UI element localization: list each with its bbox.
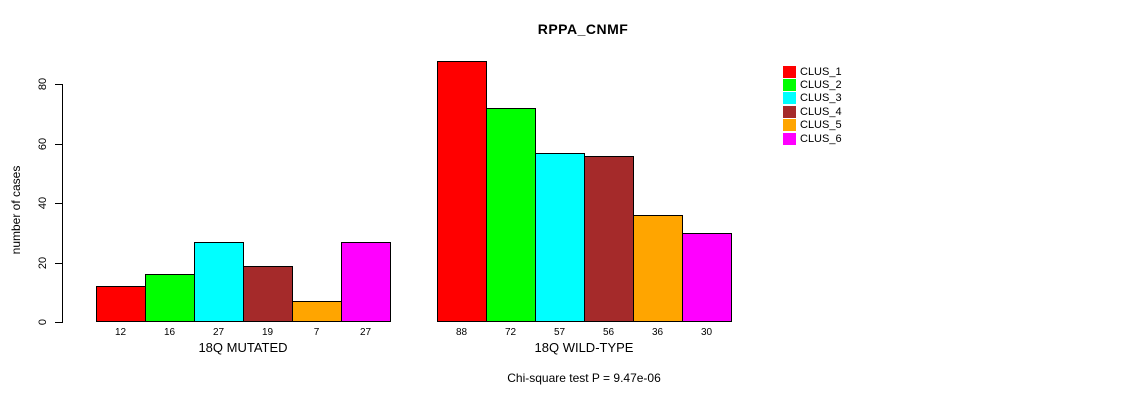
bar (145, 274, 195, 322)
chi-square-annotation: Chi-square test P = 9.47e-06 (507, 371, 661, 385)
legend-swatch (783, 92, 796, 105)
legend-row: CLUS_4 (783, 105, 842, 118)
legend-swatch (783, 105, 796, 118)
bar (633, 215, 683, 322)
bar-value-label: 88 (455, 327, 468, 338)
legend-label: CLUS_2 (800, 79, 842, 92)
legend-row: CLUS_1 (783, 65, 842, 78)
bar (292, 301, 342, 322)
y-axis-tick (55, 322, 62, 323)
legend-row: CLUS_3 (783, 92, 842, 105)
y-axis-line (62, 84, 63, 323)
legend-label: CLUS_3 (800, 92, 842, 105)
legend-label: CLUS_5 (800, 119, 842, 132)
bar-value-label: 27 (359, 327, 372, 338)
bar-value-label: 72 (504, 327, 517, 338)
y-axis-tick (55, 203, 62, 205)
bar (486, 108, 536, 322)
chart-title: RPPA_CNMF (537, 21, 629, 37)
bar (682, 233, 732, 322)
bar-value-label: 30 (700, 327, 713, 338)
y-axis-tick-label: 60 (37, 137, 49, 150)
y-axis-tick-label: 80 (37, 78, 49, 91)
bar-value-label: 7 (313, 327, 320, 338)
y-axis-label: number of cases (9, 165, 23, 255)
legend-label: CLUS_1 (800, 65, 842, 78)
legend-swatch (783, 132, 796, 145)
bar-value-label: 36 (651, 327, 664, 338)
bar-value-label: 16 (163, 327, 176, 338)
bar (341, 242, 391, 322)
legend-row: CLUS_6 (783, 132, 842, 145)
bar-value-label: 57 (553, 327, 566, 338)
bar-value-label: 19 (261, 327, 274, 338)
group-label: 18Q MUTATED (198, 340, 288, 355)
group-label: 18Q WILD-TYPE (534, 340, 634, 355)
y-axis-tick (55, 143, 62, 145)
bar-value-label: 27 (212, 327, 225, 338)
bar (96, 286, 146, 322)
bar (243, 266, 293, 322)
y-axis-tick (55, 84, 62, 86)
y-axis-tick-label: 20 (37, 256, 49, 269)
y-axis-tick-label: 40 (37, 197, 49, 210)
legend-swatch (783, 119, 796, 132)
y-axis-tick-label: 0 (37, 318, 49, 326)
legend-row: CLUS_2 (783, 78, 842, 92)
legend: CLUS_1 CLUS_2 CLUS_3 CLUS_4 CLUS_5 CLUS_6 (783, 65, 842, 145)
legend-label: CLUS_6 (800, 132, 842, 145)
legend-swatch (783, 65, 796, 78)
y-axis-tick (55, 262, 62, 264)
bar (437, 61, 487, 322)
bar-value-label: 56 (602, 327, 615, 338)
bar-value-label: 12 (114, 327, 127, 338)
bar (584, 156, 634, 322)
bar (194, 242, 244, 322)
bar (535, 153, 585, 322)
legend-swatch (783, 79, 796, 92)
legend-label: CLUS_4 (800, 105, 842, 118)
legend-row: CLUS_5 (783, 119, 842, 132)
